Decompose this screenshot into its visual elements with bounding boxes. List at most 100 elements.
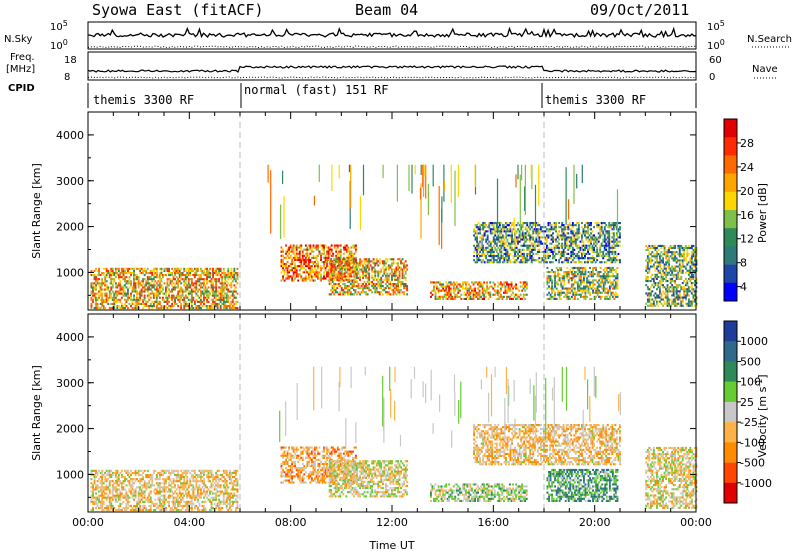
power-cell [652, 247, 655, 250]
power-cell [145, 302, 148, 305]
power-cell [224, 292, 227, 295]
power-cell [378, 262, 381, 265]
power-cell [234, 272, 237, 275]
power-cell [174, 274, 176, 277]
power-cell [517, 252, 519, 255]
velocity-cell [105, 492, 108, 495]
power-cell [309, 246, 312, 249]
power-cell [678, 267, 681, 270]
power-cell [495, 238, 498, 241]
power-cell [307, 271, 310, 274]
power-cell [346, 272, 349, 275]
power-cell [556, 244, 559, 247]
power-cell [694, 280, 696, 283]
power-cell [692, 244, 695, 247]
power-cell [384, 270, 387, 273]
power-cell [383, 287, 386, 290]
power-cell [162, 307, 164, 310]
power-cell [614, 250, 617, 253]
power-cell [155, 282, 158, 285]
power-cell [213, 294, 216, 297]
power-cell [607, 291, 610, 294]
power-cell [353, 252, 356, 255]
power-cell [564, 273, 567, 276]
power-cell [114, 296, 117, 299]
power-cell [654, 267, 657, 270]
power-cell [204, 278, 207, 281]
power-cell [221, 292, 224, 295]
power-cell [186, 288, 189, 291]
power-cell [102, 307, 105, 310]
power-cell [152, 294, 155, 297]
power-cell [614, 259, 617, 262]
power-cell [145, 272, 148, 275]
power-cell [228, 296, 231, 299]
power-cell [348, 278, 351, 281]
velocity-cell [99, 494, 102, 497]
power-cell [571, 252, 574, 255]
power-cell [672, 251, 675, 254]
power-cell [347, 256, 350, 259]
power-cell [492, 255, 495, 258]
power-cell [657, 271, 660, 274]
power-cell [448, 289, 451, 292]
power-cell [98, 274, 100, 277]
power-cell [206, 294, 208, 297]
power-cell [295, 267, 298, 270]
power-cell [567, 289, 570, 292]
power-cell [110, 269, 113, 272]
velocity-cell [105, 469, 108, 472]
power-cell [200, 294, 202, 297]
power-cell [509, 230, 512, 233]
power-cell [607, 273, 610, 276]
power-cell [500, 250, 503, 253]
power-cell [186, 272, 189, 275]
power-cell [133, 307, 135, 310]
nave-tick-top: 60 [709, 55, 722, 66]
power-cell [503, 226, 506, 229]
power-cell [395, 266, 398, 269]
power-cell [555, 238, 557, 241]
power-cell [457, 291, 460, 294]
power-cell [585, 246, 588, 249]
power-streak [450, 164, 452, 203]
power-cell [329, 246, 332, 249]
power-cell [283, 279, 286, 282]
power-cell [221, 302, 224, 305]
power-cell [133, 282, 135, 285]
power-cell [304, 265, 307, 268]
power-cell [397, 280, 399, 283]
power-cell [477, 246, 480, 249]
power-cell [556, 232, 559, 235]
power-cell [605, 277, 608, 280]
power-cell [663, 251, 666, 254]
power-cell [330, 274, 333, 277]
power-cell [596, 248, 599, 251]
power-cell [334, 266, 337, 269]
power-cell [210, 282, 213, 285]
power-cell [551, 289, 553, 292]
power-streak [348, 164, 350, 173]
power-cell [474, 293, 476, 296]
power-cell [360, 283, 363, 286]
power-cell [509, 259, 512, 262]
power-cell [228, 272, 231, 275]
power-cell [134, 298, 137, 301]
power-cell [532, 252, 535, 255]
power-cell [400, 280, 402, 283]
power-cell [389, 293, 392, 296]
power-cell [298, 250, 301, 253]
power-cell [571, 232, 574, 235]
power-cell [330, 278, 333, 281]
power-cell [476, 240, 478, 243]
power-cell [614, 261, 617, 264]
power-cell [177, 294, 180, 297]
power-cell [339, 277, 342, 280]
power-cell [487, 291, 490, 294]
power-cell [479, 226, 481, 229]
power-cell [304, 244, 307, 247]
power-cell [668, 267, 670, 270]
power-cell [333, 267, 336, 270]
power-cell [501, 255, 504, 258]
power-cell [119, 280, 122, 283]
